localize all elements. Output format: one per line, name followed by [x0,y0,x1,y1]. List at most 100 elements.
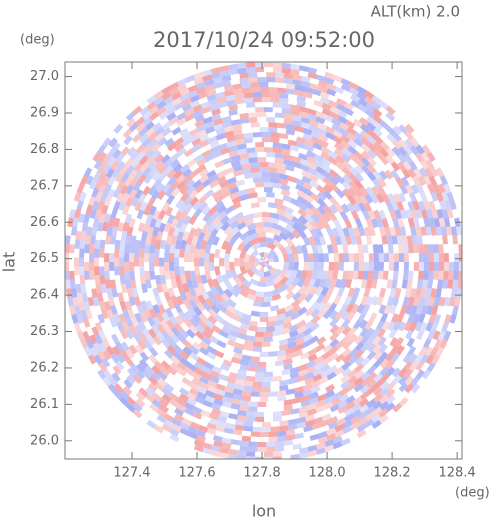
echo-cell [281,450,291,457]
echo-cell [130,356,140,367]
echo-cell [372,178,382,189]
echo-cell [229,323,240,333]
echo-cell [254,290,264,297]
echo-cell [211,216,221,227]
echo-cell [132,332,142,343]
echo-cell [157,164,168,175]
echo-cell [146,419,157,429]
echo-cell [134,324,144,336]
echo-cell [347,139,358,149]
echo-cell [264,296,273,302]
echo-cell [389,209,397,220]
echo-cell [160,366,171,377]
echo-cell [348,87,359,97]
echo-cell [76,183,85,194]
echo-cell [416,279,423,289]
echo-cell [266,264,273,271]
echo-cell [277,127,287,134]
echo-cell [226,333,237,342]
echo-cell [446,322,455,333]
echo-cell [180,274,187,285]
echo-cell [416,137,426,148]
echo-cell [270,217,280,225]
echo-cell [309,433,320,441]
echo-cell [345,210,355,221]
echo-cell [241,87,251,94]
echo-cell [215,273,224,284]
echo-cell [259,396,269,402]
echo-cell [386,381,396,391]
echo-cell [387,244,394,254]
echo-cell [259,252,264,258]
echo-cell [313,99,324,108]
echo-cell [246,456,256,459]
echo-cell [197,282,206,293]
echo-cell [273,268,283,278]
echo-cell [94,266,100,276]
echo-cell [255,102,264,108]
echo-cell [170,355,181,366]
echo-cell [303,262,309,272]
echo-cell [166,403,177,413]
echo-cell [279,132,289,140]
echo-cell [204,188,215,199]
echo-cell [75,230,82,241]
echo-cell [360,179,370,190]
echo-cell [397,244,404,254]
echo-cell [149,111,160,121]
echo-cell [415,369,425,380]
echo-cell [178,387,189,397]
echo-cell [237,184,248,192]
echo-cell [403,321,412,332]
echo-cell [380,201,389,212]
echo-cell [283,399,294,406]
echo-cell [246,335,256,342]
echo-cell [335,168,346,178]
echo-cell [268,310,278,317]
echo-cell [224,343,235,352]
echo-cell [83,213,91,223]
echo-cell [129,244,136,254]
echo-cell [373,262,379,272]
echo-cell [237,409,247,416]
echo-cell [431,305,439,316]
echo-cell [291,277,301,287]
echo-cell [234,93,245,100]
echo-cell [277,262,284,271]
echo-cell [392,139,402,150]
echo-cell [126,146,137,157]
echo-cell [287,98,298,106]
echo-cell [252,212,262,219]
echo-cell [71,200,79,211]
echo-cell [352,124,363,134]
echo-cell [332,135,343,145]
echo-cell [320,227,329,238]
echo-cell [174,142,185,153]
echo-cell [423,244,429,254]
echo-cell [437,330,446,341]
echo-cell [89,244,95,254]
echo-cell [107,325,116,336]
echo-cell [155,331,165,342]
echo-cell [92,151,102,162]
echo-cell [326,377,337,387]
echo-cell [448,262,454,271]
echo-cell [377,270,384,280]
echo-cell [241,349,252,357]
echo-cell [179,157,190,168]
echo-cell [403,368,414,379]
echo-cell [108,376,118,387]
echo-cell [204,437,215,446]
echo-cell [329,235,337,246]
echo-cell [259,262,264,265]
echo-cell [232,347,243,355]
echo-cell [404,226,412,237]
echo-cell [171,423,182,433]
echo-cell [103,317,112,328]
echo-cell [297,306,308,316]
echo-cell [79,266,85,276]
echo-cell [372,114,383,124]
echo-cell [458,262,462,271]
echo-cell [164,244,171,254]
